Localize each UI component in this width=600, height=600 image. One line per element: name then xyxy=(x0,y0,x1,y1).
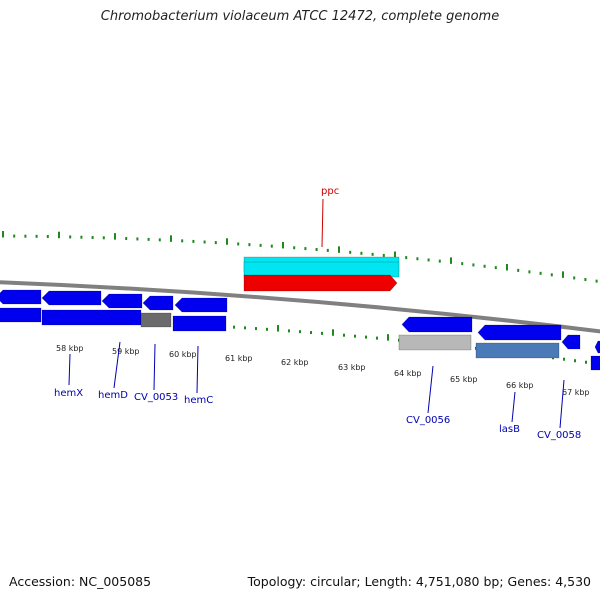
gene-labels: ppc hemX hemD CV_0053 hemC CV_0056 lasB CV_0058 xyxy=(54,186,581,441)
scale-label-kbp: 63 kbp xyxy=(338,363,366,372)
scale-label-kbp: 61 kbp xyxy=(225,354,253,363)
feature-track xyxy=(0,256,600,371)
kbp-scale: 58 kbp 59 kbp 60 kbp 61 kbp 62 kbp 63 kbp 64 k… xyxy=(56,344,590,397)
gene-label-leader xyxy=(196,345,199,394)
gene-label-leader xyxy=(559,379,565,429)
scale-label-kbp: 64 kbp xyxy=(394,369,422,378)
gene-bar xyxy=(172,315,227,332)
gene-label-leader xyxy=(113,341,121,389)
gene-label-leader xyxy=(153,343,156,391)
gene-bar xyxy=(590,355,600,371)
gene-label-ppc: ppc xyxy=(321,186,339,197)
cds-arrow xyxy=(101,293,143,309)
scale-label-kbp: 62 kbp xyxy=(281,358,309,367)
cds-arrow xyxy=(477,324,562,341)
genome-backbone xyxy=(0,280,600,334)
accession-text: Accession: NC_005085 xyxy=(9,574,152,589)
scale-label-kbp: 60 kbp xyxy=(169,350,197,359)
gene-label-cv-0056: CV_0056 xyxy=(406,415,450,426)
genome-summary-text: Topology: circular; Length: 4,751,080 bp… xyxy=(247,574,591,589)
gene-bar xyxy=(0,307,42,323)
gene-label-leader xyxy=(68,353,71,386)
scale-label-kbp: 67 kbp xyxy=(562,388,590,397)
scale-label-kbp: 58 kbp xyxy=(56,344,84,353)
ppc-gene-arrow xyxy=(243,274,398,292)
cds-arrow xyxy=(594,340,600,354)
gene-label-leader xyxy=(321,198,324,248)
gene-label-cv-0058: CV_0058 xyxy=(537,430,581,441)
gene-label-leader xyxy=(427,365,434,414)
cds-arrow xyxy=(401,316,473,333)
cds-arrow xyxy=(561,334,581,350)
gene-label-lasb: lasB xyxy=(499,424,520,435)
scale-label-kbp: 59 kbp xyxy=(112,347,140,356)
cds-arrow xyxy=(174,297,228,313)
gene-bar-gray xyxy=(398,334,472,351)
tick-track-upper xyxy=(2,231,598,283)
gene-bar xyxy=(41,309,142,326)
cds-arrow xyxy=(142,295,174,311)
scale-label-kbp: 66 kbp xyxy=(506,381,534,390)
gene-label-hemd: hemD xyxy=(98,390,128,401)
gene-label-leader xyxy=(511,391,516,423)
ppc-cds-bar xyxy=(243,261,400,278)
scale-label-kbp: 65 kbp xyxy=(450,375,478,384)
cds-arrow xyxy=(41,290,102,306)
gene-label-hemc: hemC xyxy=(184,395,213,406)
genome-title: Chromobacterium violaceum ATCC 12472, co… xyxy=(100,9,500,24)
gene-label-cv-0053: CV_0053 xyxy=(134,392,178,403)
gene-bar-gray xyxy=(140,312,172,328)
cds-arrow xyxy=(0,289,42,305)
gene-bar-steel xyxy=(475,342,560,359)
gene-label-hemx: hemX xyxy=(54,388,83,399)
